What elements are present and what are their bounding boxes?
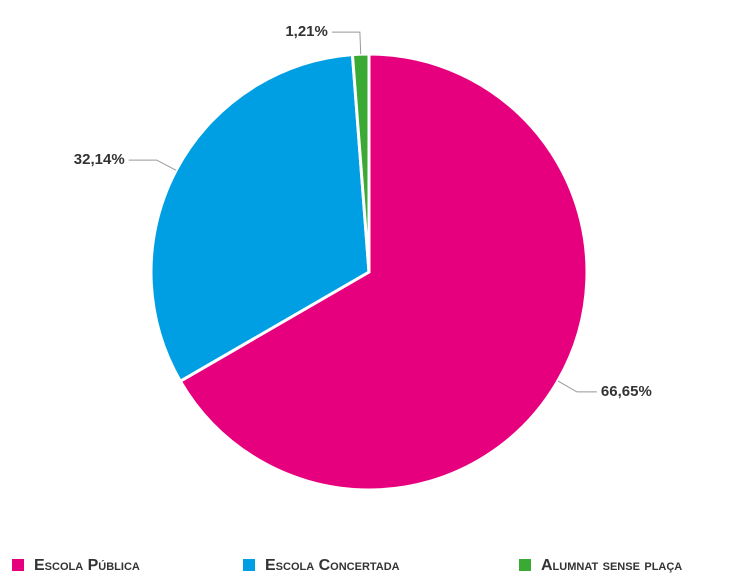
pie-slice — [149, 53, 371, 384]
legend-label: Escola Concertada — [265, 557, 400, 574]
data-label: 32,14% — [74, 151, 125, 168]
legend-label: Alumnat sense plaça — [541, 557, 682, 574]
pie-slice — [178, 52, 589, 492]
data-label: 1,21% — [285, 23, 328, 40]
legend-label: Escola Pública — [34, 557, 140, 574]
leader-line — [331, 31, 362, 55]
legend-swatch — [12, 559, 24, 571]
leader-line — [557, 380, 597, 393]
data-label: 66,65% — [601, 383, 652, 400]
leader-line — [128, 159, 177, 171]
legend-swatch — [243, 559, 255, 571]
legend-swatch — [519, 559, 531, 571]
